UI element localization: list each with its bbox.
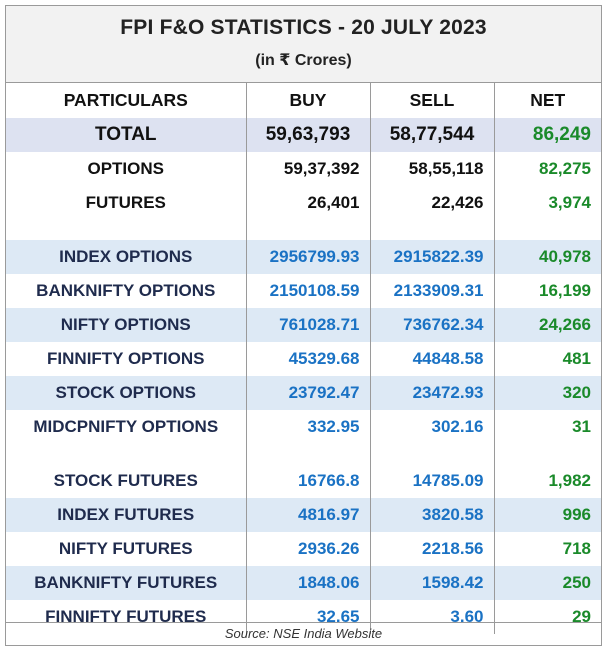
row-buy: 26,401 bbox=[245, 186, 370, 220]
row-name: TOTAL bbox=[6, 118, 246, 152]
row-buy: 761028.71 bbox=[245, 308, 370, 342]
row-buy: 23792.47 bbox=[245, 376, 370, 410]
row-name: OPTIONS bbox=[87, 159, 164, 178]
row-buy: 59,63,793 bbox=[245, 118, 370, 152]
row-name: FUTURES bbox=[85, 193, 166, 212]
row-sell: 2133909.31 bbox=[369, 274, 494, 308]
row-name: MIDCPNIFTY OPTIONS bbox=[33, 417, 219, 436]
row-buy: 32.65 bbox=[245, 600, 370, 634]
table-row: NIFTY FUTURES 2936.26 2218.56 718 bbox=[6, 532, 601, 566]
row-buy: 2936.26 bbox=[245, 532, 370, 566]
row-name: FINNIFTY OPTIONS bbox=[47, 349, 205, 368]
row-name: BANKNIFTY FUTURES bbox=[6, 566, 246, 600]
row-net: 481 bbox=[493, 342, 601, 376]
row-sell: 58,55,118 bbox=[369, 152, 494, 186]
table-header-row: PARTICULARS BUY SELL NET bbox=[6, 82, 601, 118]
total-row: TOTAL 59,63,793 58,77,544 86,249 bbox=[6, 118, 601, 152]
row-name: STOCK FUTURES bbox=[53, 471, 198, 490]
row-net: 320 bbox=[493, 376, 601, 410]
row-buy: 45329.68 bbox=[245, 342, 370, 376]
table-row: STOCK OPTIONS 23792.47 23472.93 320 bbox=[6, 376, 601, 410]
row-buy: 59,37,392 bbox=[245, 152, 370, 186]
row-name: BANKNIFTY OPTIONS bbox=[36, 281, 216, 300]
row-name: INDEX FUTURES bbox=[6, 498, 246, 532]
row-sell: 23472.93 bbox=[369, 376, 494, 410]
row-sell: 736762.34 bbox=[369, 308, 494, 342]
row-sell: 58,77,544 bbox=[369, 118, 494, 152]
row-net: 40,978 bbox=[493, 240, 601, 274]
spacer-row bbox=[6, 444, 601, 464]
row-net: 16,199 bbox=[493, 274, 601, 308]
unit-subtitle: (in ₹ Crores) bbox=[255, 52, 352, 69]
row-name: NIFTY OPTIONS bbox=[6, 308, 246, 342]
row-net: 82,275 bbox=[493, 152, 601, 186]
row-name: INDEX OPTIONS bbox=[6, 240, 246, 274]
row-net: 86,249 bbox=[493, 118, 601, 152]
title-header: FPI F&O STATISTICS - 20 JULY 2023 (in ₹ … bbox=[6, 6, 601, 83]
table-row: MIDCPNIFTY OPTIONS 332.95 302.16 31 bbox=[6, 410, 601, 444]
table-row: BANKNIFTY OPTIONS 2150108.59 2133909.31 … bbox=[6, 274, 601, 308]
table-row: OPTIONS 59,37,392 58,55,118 82,275 bbox=[6, 152, 601, 186]
table-row: STOCK FUTURES 16766.8 14785.09 1,982 bbox=[6, 464, 601, 498]
row-sell: 22,426 bbox=[369, 186, 494, 220]
row-buy: 332.95 bbox=[245, 410, 370, 444]
row-sell: 3820.58 bbox=[369, 498, 494, 532]
row-buy: 4816.97 bbox=[245, 498, 370, 532]
fo-statistics-table: PARTICULARS BUY SELL NET TOTAL 59,63,793… bbox=[6, 82, 601, 634]
row-net: 996 bbox=[493, 498, 601, 532]
table-row: FINNIFTY FUTURES 32.65 3.60 29 bbox=[6, 600, 601, 634]
header-net: NET bbox=[493, 82, 601, 118]
row-buy: 2956799.93 bbox=[245, 240, 370, 274]
header-sell: SELL bbox=[369, 82, 494, 118]
row-sell: 14785.09 bbox=[369, 464, 494, 498]
row-buy: 16766.8 bbox=[245, 464, 370, 498]
row-net: 29 bbox=[493, 600, 601, 634]
row-net: 718 bbox=[493, 532, 601, 566]
row-net: 1,982 bbox=[493, 464, 601, 498]
row-buy: 2150108.59 bbox=[245, 274, 370, 308]
row-sell: 1598.42 bbox=[369, 566, 494, 600]
row-sell: 2915822.39 bbox=[369, 240, 494, 274]
row-sell: 44848.58 bbox=[369, 342, 494, 376]
header-buy: BUY bbox=[245, 82, 370, 118]
row-buy: 1848.06 bbox=[245, 566, 370, 600]
table-row: INDEX FUTURES 4816.97 3820.58 996 bbox=[6, 498, 601, 532]
row-name: NIFTY FUTURES bbox=[58, 539, 193, 558]
spacer-row bbox=[6, 220, 601, 240]
row-name: FINNIFTY FUTURES bbox=[45, 607, 207, 626]
table-row: INDEX OPTIONS 2956799.93 2915822.39 40,9… bbox=[6, 240, 601, 274]
row-sell: 2218.56 bbox=[369, 532, 494, 566]
row-sell: 3.60 bbox=[369, 600, 494, 634]
statistics-panel: FPI F&O STATISTICS - 20 JULY 2023 (in ₹ … bbox=[5, 5, 602, 646]
row-net: 3,974 bbox=[493, 186, 601, 220]
table-row: FUTURES 26,401 22,426 3,974 bbox=[6, 186, 601, 220]
page-title: FPI F&O STATISTICS - 20 JULY 2023 bbox=[120, 16, 487, 39]
table-row: NIFTY OPTIONS 761028.71 736762.34 24,266 bbox=[6, 308, 601, 342]
row-net: 24,266 bbox=[493, 308, 601, 342]
source-footer: Source: NSE India Website bbox=[6, 622, 601, 645]
table-row: BANKNIFTY FUTURES 1848.06 1598.42 250 bbox=[6, 566, 601, 600]
table-row: FINNIFTY OPTIONS 45329.68 44848.58 481 bbox=[6, 342, 601, 376]
row-name: STOCK OPTIONS bbox=[6, 376, 246, 410]
header-particulars: PARTICULARS bbox=[63, 89, 188, 110]
row-net: 250 bbox=[493, 566, 601, 600]
row-net: 31 bbox=[493, 410, 601, 444]
row-sell: 302.16 bbox=[369, 410, 494, 444]
